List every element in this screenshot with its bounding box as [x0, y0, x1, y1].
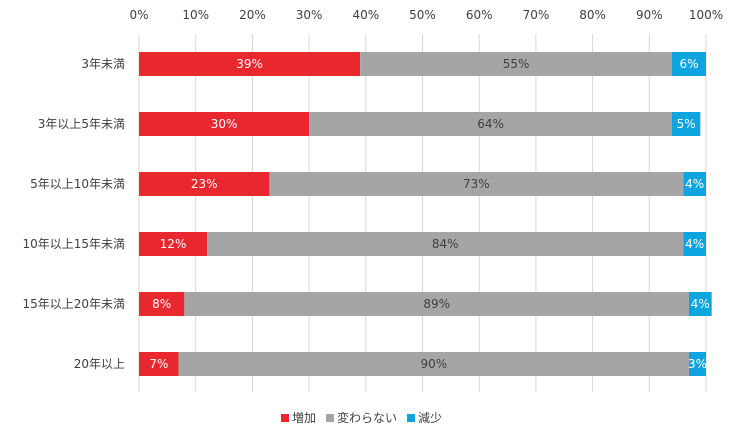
category-label: 10年以上15年未満 — [22, 237, 125, 251]
bar-segment — [139, 292, 185, 316]
bar-segment — [683, 232, 706, 256]
legend-swatch — [281, 414, 289, 422]
bar-segment — [139, 112, 310, 136]
bar-segment — [688, 292, 712, 316]
legend-label: 増加 — [292, 411, 316, 425]
bar-segment — [207, 232, 684, 256]
x-tick-label: 100% — [689, 8, 723, 22]
data-label: 90% — [421, 357, 448, 371]
data-label: 4% — [685, 177, 704, 191]
data-label: 73% — [463, 177, 490, 191]
category-label: 3年未満 — [81, 57, 125, 71]
data-label: 89% — [423, 297, 450, 311]
bar-segment — [269, 172, 684, 196]
bar-segment — [683, 172, 706, 196]
data-label: 55% — [503, 57, 530, 71]
bar-segment — [139, 172, 270, 196]
bar-segment — [184, 292, 689, 316]
category-label: 15年以上20年未満 — [22, 297, 125, 311]
x-tick-label: 70% — [523, 8, 550, 22]
legend-swatch — [326, 414, 334, 422]
data-label: 7% — [149, 357, 168, 371]
data-label: 39% — [236, 57, 263, 71]
bar-segment — [688, 352, 706, 376]
data-label: 5% — [677, 117, 696, 131]
data-label: 4% — [685, 237, 704, 251]
data-label: 23% — [191, 177, 218, 191]
legend-swatch — [407, 414, 415, 422]
bar-segment — [139, 52, 361, 76]
legend-label: 変わらない — [337, 410, 397, 425]
x-tick-label: 20% — [239, 8, 266, 22]
data-label: 30% — [211, 117, 238, 131]
x-tick-label: 30% — [296, 8, 323, 22]
bar-segment — [139, 352, 179, 376]
category-label: 20年以上 — [74, 357, 125, 371]
x-tick-label: 50% — [409, 8, 436, 22]
x-tick-label: 90% — [636, 8, 663, 22]
bar-segment — [671, 112, 701, 136]
bar-segment — [309, 112, 672, 136]
x-tick-label: 0% — [129, 8, 148, 22]
category-label: 5年以上10年未満 — [30, 177, 125, 191]
bar-segment — [178, 352, 689, 376]
x-tick-label: 80% — [579, 8, 606, 22]
data-label: 3% — [688, 357, 707, 371]
bar-segment — [360, 52, 672, 76]
x-tick-label: 40% — [352, 8, 379, 22]
category-label: 3年以上5年未満 — [38, 117, 125, 131]
data-label: 8% — [152, 297, 171, 311]
bar-segment — [671, 52, 706, 76]
data-label: 4% — [691, 297, 710, 311]
bar-segment — [139, 232, 208, 256]
data-label: 84% — [432, 237, 459, 251]
x-tick-label: 10% — [182, 8, 209, 22]
data-label: 6% — [679, 57, 698, 71]
x-tick-label: 60% — [466, 8, 493, 22]
data-label: 64% — [477, 117, 504, 131]
data-label: 12% — [160, 237, 187, 251]
legend-label: 減少 — [418, 410, 442, 425]
